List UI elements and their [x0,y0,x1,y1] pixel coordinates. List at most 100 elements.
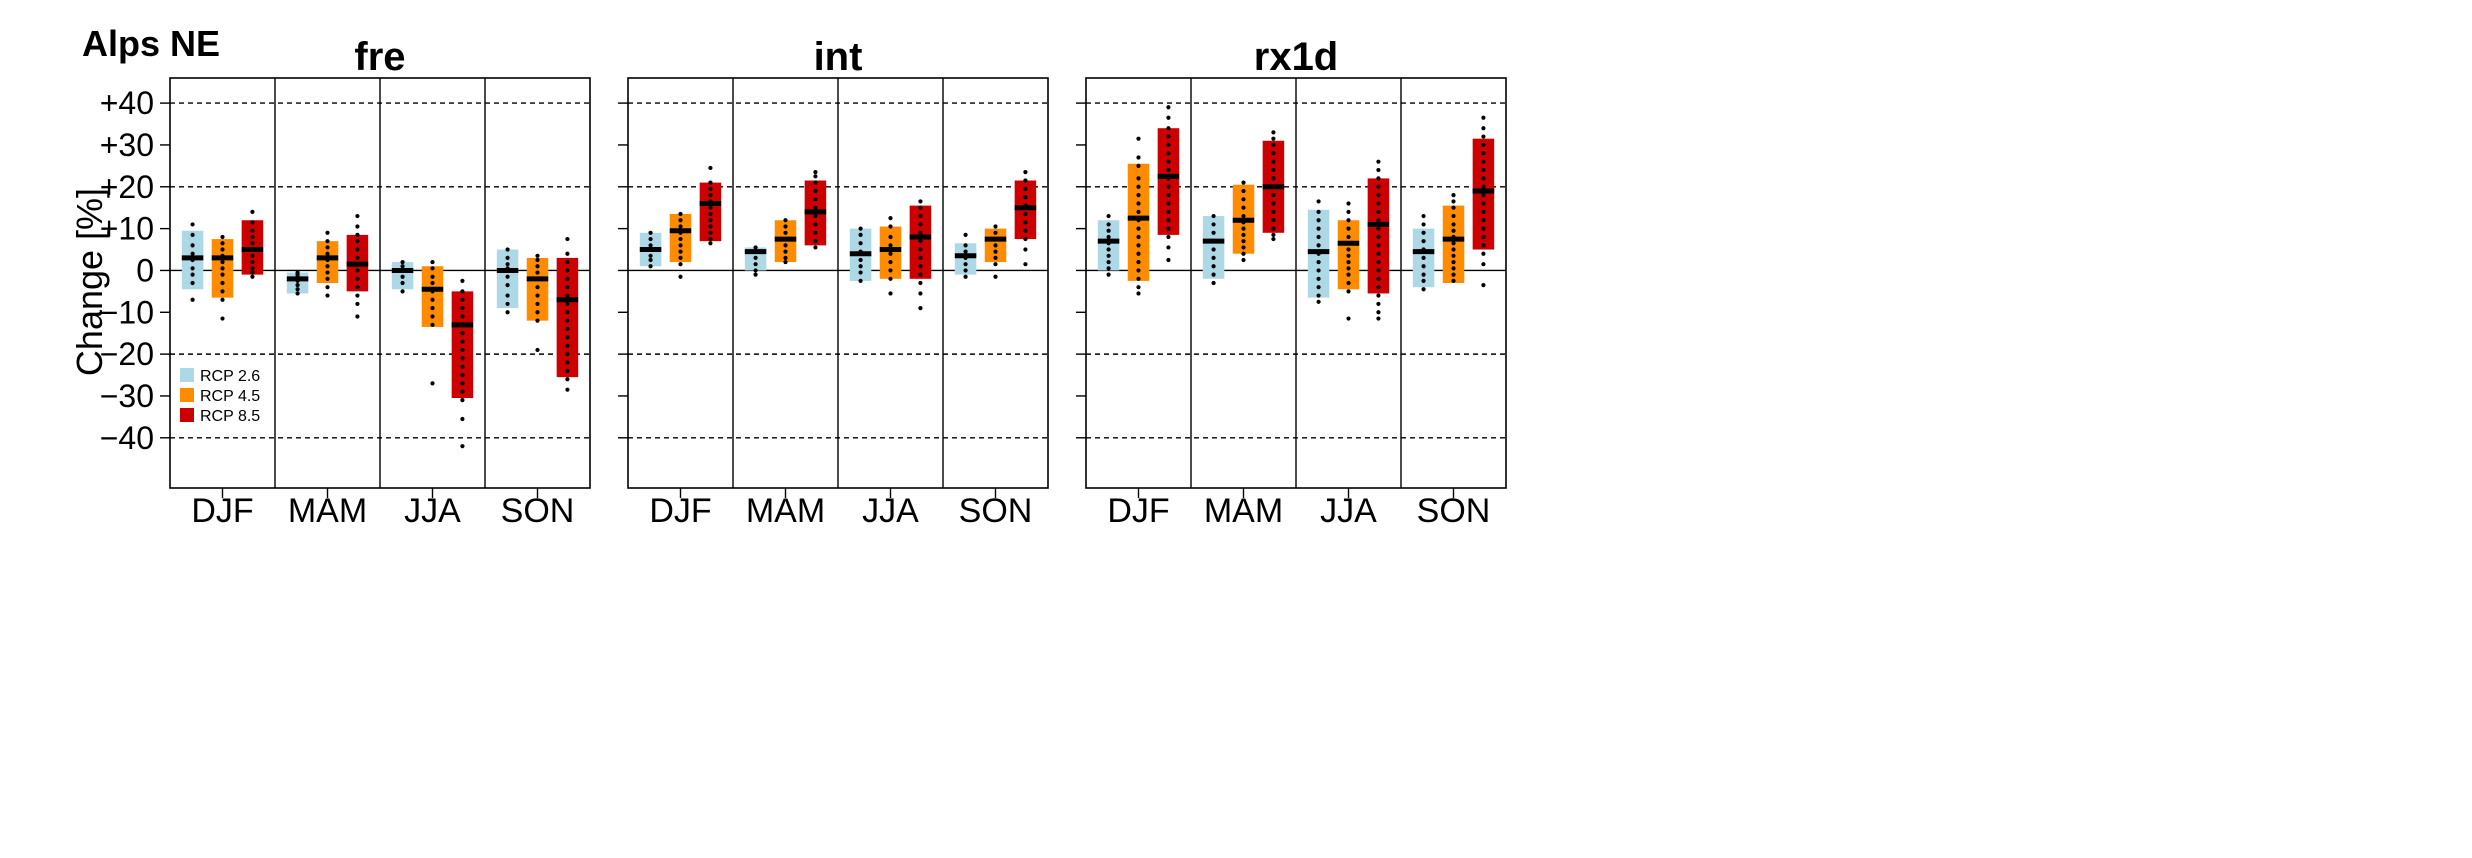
category-label: SON [501,492,575,530]
member-point [963,232,968,237]
member-point [1346,234,1351,240]
member-point [190,266,195,271]
member-point [1136,234,1141,240]
member-point [1316,218,1321,223]
member-point [1241,251,1246,256]
member-point [1136,259,1141,265]
member-point [460,306,465,311]
member-point [678,243,683,248]
member-point [220,297,225,302]
member-point [1376,285,1381,290]
member-point [355,255,360,260]
member-point [993,262,998,267]
member-point [355,293,360,298]
member-point [1451,259,1456,265]
member-point [1481,243,1486,248]
member-point [888,243,893,248]
member-point [1421,213,1426,219]
member-point [1451,199,1456,204]
member-point [250,270,255,275]
member-point [858,278,863,284]
member-point [918,205,923,210]
member-point [918,213,923,219]
member-point [565,335,570,340]
member-point [1106,259,1111,265]
member-point [648,253,653,258]
member-point [678,255,683,260]
member-point [460,314,465,319]
member-point [1271,159,1276,164]
member-point [1481,142,1486,148]
member-point [430,259,435,265]
panel-fre: fre DJF MAM JJA SON +40 +30 +20 +10 0 −10 −20 −30 −40 [100,35,591,530]
member-point [993,255,998,260]
member-point [1451,241,1456,246]
member-point [1106,234,1111,240]
member-point [1271,236,1276,242]
member-point [708,205,713,210]
member-point [505,301,510,307]
member-point [678,224,683,229]
member-point [430,280,435,286]
member-point [813,205,818,210]
member-point [813,213,818,219]
member-point [1451,193,1456,198]
member-point [1106,222,1111,227]
member-point [708,180,713,185]
member-point [858,264,863,269]
member-point [505,247,510,252]
member-point [813,222,818,227]
member-point [1211,280,1216,286]
member-point [918,280,923,286]
member-point [1136,268,1141,273]
member-point [1346,247,1351,252]
member-point [918,306,923,311]
member-point [1451,247,1456,252]
member-point [918,199,923,204]
member-point [325,251,330,256]
member-point [1316,209,1321,214]
member-point [1241,226,1246,231]
member-point [295,287,300,292]
member-point [190,222,195,227]
member-point [1346,209,1351,214]
y-tick-label: 0 [136,252,154,288]
member-point [565,368,570,373]
member-point [220,247,225,252]
member-point [250,266,255,271]
member-point [1451,266,1456,271]
member-point [1023,186,1028,191]
region-title: Alps NE [82,23,220,64]
member-point [1421,264,1426,269]
member-point [993,224,998,229]
member-point [1136,243,1141,248]
member-point [1136,226,1141,231]
member-point [1271,151,1276,156]
member-point [250,274,255,279]
member-point [1241,232,1246,237]
member-point [1376,184,1381,189]
member-point [1136,276,1141,281]
member-point [250,259,255,265]
member-point [1376,234,1381,240]
member-point [858,257,863,263]
member-point [753,268,758,273]
member-point [1421,272,1426,277]
member-point [1376,193,1381,198]
member-point [1211,213,1216,219]
member-point [888,234,893,240]
member-point [1481,262,1486,267]
member-point [648,230,653,235]
member-point [1271,201,1276,206]
member-point [1376,251,1381,256]
member-point [918,255,923,260]
legend-swatch [180,408,194,422]
member-point [1271,142,1276,148]
member-point [783,218,788,223]
member-point [355,276,360,281]
member-point [1136,201,1141,206]
member-point [888,276,893,281]
member-point [250,234,255,240]
member-point [1481,201,1486,206]
member-point [1421,239,1426,244]
